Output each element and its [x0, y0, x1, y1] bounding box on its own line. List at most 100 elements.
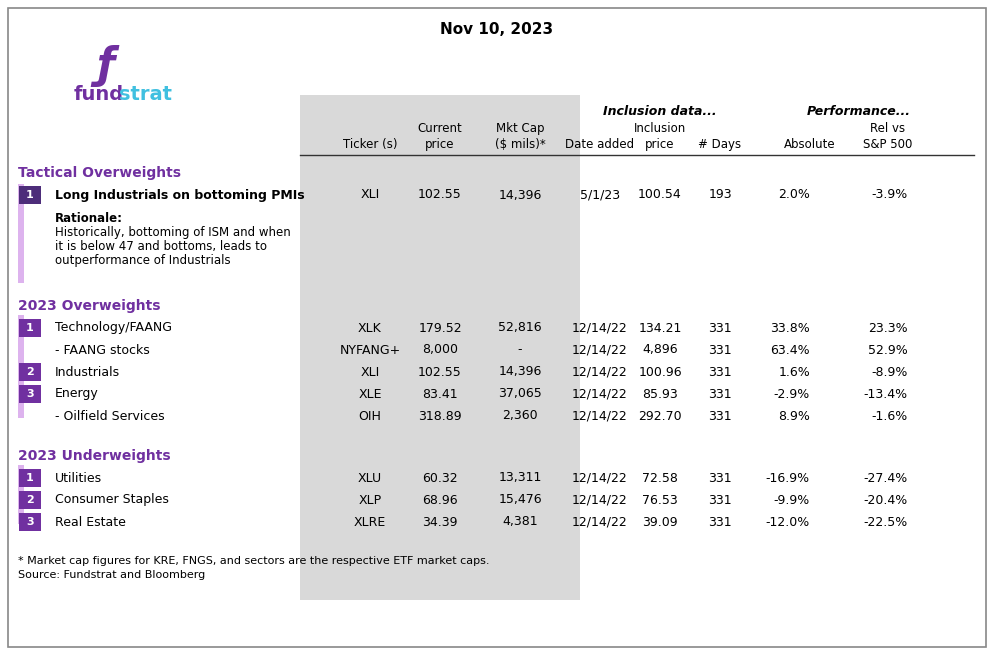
- Bar: [19, 469, 41, 487]
- Text: - FAANG stocks: - FAANG stocks: [55, 343, 150, 356]
- Text: 2,360: 2,360: [502, 409, 538, 422]
- Text: 331: 331: [708, 515, 732, 529]
- Text: -3.9%: -3.9%: [872, 189, 908, 202]
- Text: 52,816: 52,816: [498, 322, 542, 335]
- Text: -13.4%: -13.4%: [864, 388, 908, 400]
- Text: 100.54: 100.54: [638, 189, 682, 202]
- Text: 331: 331: [708, 388, 732, 400]
- Text: 4,381: 4,381: [502, 515, 538, 529]
- Text: Tactical Overweights: Tactical Overweights: [18, 166, 181, 180]
- Text: Rel vs: Rel vs: [871, 122, 906, 135]
- Text: 60.32: 60.32: [422, 472, 458, 485]
- Bar: [19, 363, 41, 381]
- Text: XLU: XLU: [358, 472, 382, 485]
- Text: Absolute: Absolute: [784, 138, 836, 151]
- Text: 1: 1: [26, 473, 34, 483]
- Bar: [18, 315, 24, 418]
- Text: 8.9%: 8.9%: [778, 409, 810, 422]
- Text: Ticker (s): Ticker (s): [343, 138, 398, 151]
- Bar: [19, 513, 41, 531]
- Text: XLP: XLP: [359, 493, 382, 506]
- Text: 331: 331: [708, 365, 732, 379]
- Text: -20.4%: -20.4%: [864, 493, 908, 506]
- Text: 2.0%: 2.0%: [778, 189, 810, 202]
- Text: 1: 1: [26, 190, 34, 200]
- Text: 14,396: 14,396: [498, 365, 542, 379]
- Text: 331: 331: [708, 409, 732, 422]
- Text: Performance...: Performance...: [807, 105, 911, 118]
- Text: Consumer Staples: Consumer Staples: [55, 493, 169, 506]
- Text: 12/14/22: 12/14/22: [573, 515, 628, 529]
- Text: price: price: [425, 138, 454, 151]
- Text: 331: 331: [708, 493, 732, 506]
- Text: 76.53: 76.53: [642, 493, 678, 506]
- Text: Date added: Date added: [566, 138, 634, 151]
- Bar: [300, 95, 580, 600]
- Text: 12/14/22: 12/14/22: [573, 322, 628, 335]
- Text: 134.21: 134.21: [638, 322, 682, 335]
- Text: -9.9%: -9.9%: [773, 493, 810, 506]
- Text: price: price: [645, 138, 675, 151]
- Bar: [19, 186, 41, 204]
- Text: XLE: XLE: [358, 388, 382, 400]
- Text: XLI: XLI: [361, 365, 380, 379]
- Text: 4,896: 4,896: [642, 343, 678, 356]
- Text: 1: 1: [26, 323, 34, 333]
- Text: -1.6%: -1.6%: [872, 409, 908, 422]
- Text: -2.9%: -2.9%: [773, 388, 810, 400]
- Text: 331: 331: [708, 322, 732, 335]
- Text: strat: strat: [119, 85, 172, 104]
- Text: 3: 3: [26, 389, 34, 399]
- Text: outperformance of Industrials: outperformance of Industrials: [55, 254, 231, 267]
- Text: -27.4%: -27.4%: [864, 472, 908, 485]
- Text: fund: fund: [74, 85, 124, 104]
- Text: 12/14/22: 12/14/22: [573, 409, 628, 422]
- Text: 23.3%: 23.3%: [869, 322, 908, 335]
- Text: 85.93: 85.93: [642, 388, 678, 400]
- Bar: [18, 465, 24, 524]
- Text: Mkt Cap: Mkt Cap: [496, 122, 545, 135]
- Text: Long Industrials on bottoming PMIs: Long Industrials on bottoming PMIs: [55, 189, 304, 202]
- Text: Inclusion data...: Inclusion data...: [603, 105, 717, 118]
- Text: 14,396: 14,396: [498, 189, 542, 202]
- Text: 68.96: 68.96: [422, 493, 458, 506]
- Bar: [19, 385, 41, 403]
- Text: 5/1/23: 5/1/23: [580, 189, 620, 202]
- Text: NYFANG+: NYFANG+: [339, 343, 401, 356]
- Text: -12.0%: -12.0%: [765, 515, 810, 529]
- Text: # Days: # Days: [699, 138, 742, 151]
- Text: ƒ: ƒ: [96, 45, 114, 87]
- Text: 1.6%: 1.6%: [778, 365, 810, 379]
- Text: Technology/FAANG: Technology/FAANG: [55, 322, 172, 335]
- Text: 12/14/22: 12/14/22: [573, 388, 628, 400]
- Text: - Oilfield Services: - Oilfield Services: [55, 409, 165, 422]
- Text: 331: 331: [708, 343, 732, 356]
- Text: 179.52: 179.52: [418, 322, 462, 335]
- Text: 39.09: 39.09: [642, 515, 678, 529]
- Text: 292.70: 292.70: [638, 409, 682, 422]
- Text: 2: 2: [26, 495, 34, 505]
- Text: Nov 10, 2023: Nov 10, 2023: [440, 22, 554, 37]
- Text: 2023 Underweights: 2023 Underweights: [18, 449, 171, 463]
- Text: Historically, bottoming of ISM and when: Historically, bottoming of ISM and when: [55, 226, 291, 239]
- Text: -16.9%: -16.9%: [765, 472, 810, 485]
- Text: 34.39: 34.39: [422, 515, 458, 529]
- Text: XLK: XLK: [358, 322, 382, 335]
- Text: 12/14/22: 12/14/22: [573, 472, 628, 485]
- Text: it is below 47 and bottoms, leads to: it is below 47 and bottoms, leads to: [55, 240, 267, 253]
- Text: 102.55: 102.55: [418, 189, 462, 202]
- Text: ($ mils)*: ($ mils)*: [495, 138, 546, 151]
- Text: Inclusion: Inclusion: [634, 122, 686, 135]
- Text: XLRE: XLRE: [354, 515, 386, 529]
- Text: XLI: XLI: [361, 189, 380, 202]
- Text: * Market cap figures for KRE, FNGS, and sectors are the respective ETF market ca: * Market cap figures for KRE, FNGS, and …: [18, 556, 489, 566]
- Text: 8,000: 8,000: [422, 343, 458, 356]
- Text: 12/14/22: 12/14/22: [573, 365, 628, 379]
- Text: Source: Fundstrat and Bloomberg: Source: Fundstrat and Bloomberg: [18, 570, 205, 580]
- Text: -22.5%: -22.5%: [864, 515, 908, 529]
- Text: Real Estate: Real Estate: [55, 515, 126, 529]
- Text: OIH: OIH: [359, 409, 382, 422]
- Text: 2: 2: [26, 367, 34, 377]
- Bar: [19, 319, 41, 337]
- Text: 318.89: 318.89: [418, 409, 462, 422]
